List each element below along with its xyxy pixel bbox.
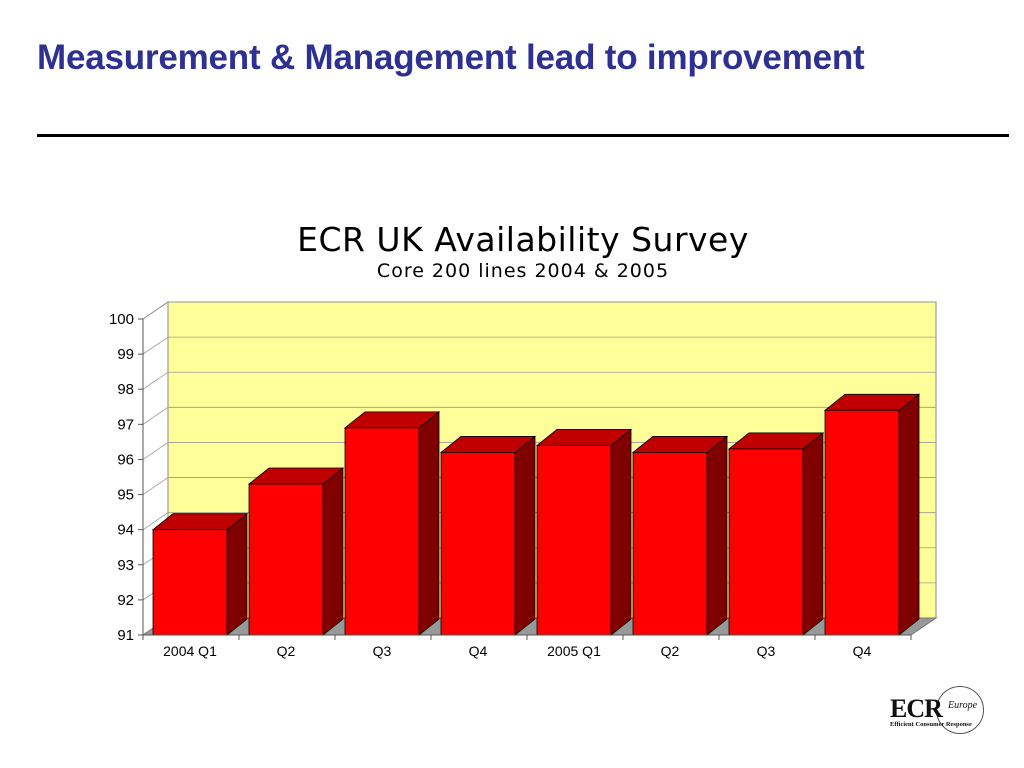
x-tick-label: Q3 <box>757 643 776 659</box>
bar-side <box>706 435 728 636</box>
logo-ring <box>936 686 984 734</box>
bar-front <box>440 452 516 636</box>
bar-front <box>152 529 228 636</box>
bar <box>727 432 825 636</box>
bar <box>535 428 633 636</box>
x-tick-label: 2005 Q1 <box>547 643 601 659</box>
x-tick-label: Q3 <box>373 643 392 659</box>
slide-title: Measurement & Management lead to improve… <box>37 38 865 77</box>
bar-front <box>632 452 708 636</box>
bar-side <box>610 428 632 636</box>
bar <box>343 411 441 636</box>
y-tick-label: 92 <box>117 592 134 609</box>
chart-title: ECR UK Availability Survey <box>297 220 749 259</box>
y-tick-label: 98 <box>117 381 134 398</box>
bar <box>151 512 249 636</box>
title-divider <box>37 134 1009 137</box>
y-tick-label: 96 <box>117 451 134 468</box>
bar <box>631 435 729 636</box>
bar-side <box>226 512 248 636</box>
x-tick-labels: 2004 Q1 Q2 Q3 Q4 2005 Q1 Q2 Q3 Q4 <box>142 634 912 659</box>
y-tick-label: 91 <box>117 627 134 644</box>
bar-front <box>344 427 420 636</box>
x-tick-label: Q4 <box>853 643 872 659</box>
bar-side <box>418 411 440 636</box>
bar-front <box>536 444 612 636</box>
bar-front <box>248 483 324 636</box>
chart-bars <box>151 393 921 636</box>
ecr-logo: ECR Europe Efficient Consumer Response <box>888 686 988 734</box>
x-tick-label: 2004 Q1 <box>163 643 217 659</box>
gridline <box>142 406 936 425</box>
x-tick-label: Q4 <box>469 643 488 659</box>
y-tick-labels: 91 92 93 94 95 96 97 98 99 100 <box>109 311 134 644</box>
y-tick-label: 95 <box>117 487 134 504</box>
chart-subtitle: Core 200 lines 2004 & 2005 <box>376 260 670 282</box>
logo-region-text: Europe <box>948 700 978 711</box>
bar-side <box>322 467 344 636</box>
bar <box>439 435 537 636</box>
bar-side <box>898 393 920 636</box>
x-tick-label: Q2 <box>661 643 680 659</box>
logo-tagline: Efficient Consumer Response <box>890 721 972 728</box>
bar-side <box>802 432 824 636</box>
bar <box>823 393 921 636</box>
x-tick-label: Q2 <box>277 643 296 659</box>
bar-front <box>824 409 900 636</box>
bar-side <box>514 435 536 636</box>
y-tick-label: 94 <box>117 522 134 539</box>
bar <box>247 467 345 636</box>
logo-main-text: ECR <box>890 694 943 723</box>
gridline <box>142 301 936 320</box>
y-tick-label: 97 <box>117 416 134 433</box>
y-tick-label: 100 <box>109 311 134 328</box>
gridline <box>142 336 936 355</box>
bar-front <box>728 448 804 636</box>
y-tick-label: 93 <box>117 557 134 574</box>
y-tick-label: 99 <box>117 346 134 363</box>
gridline <box>142 371 936 390</box>
